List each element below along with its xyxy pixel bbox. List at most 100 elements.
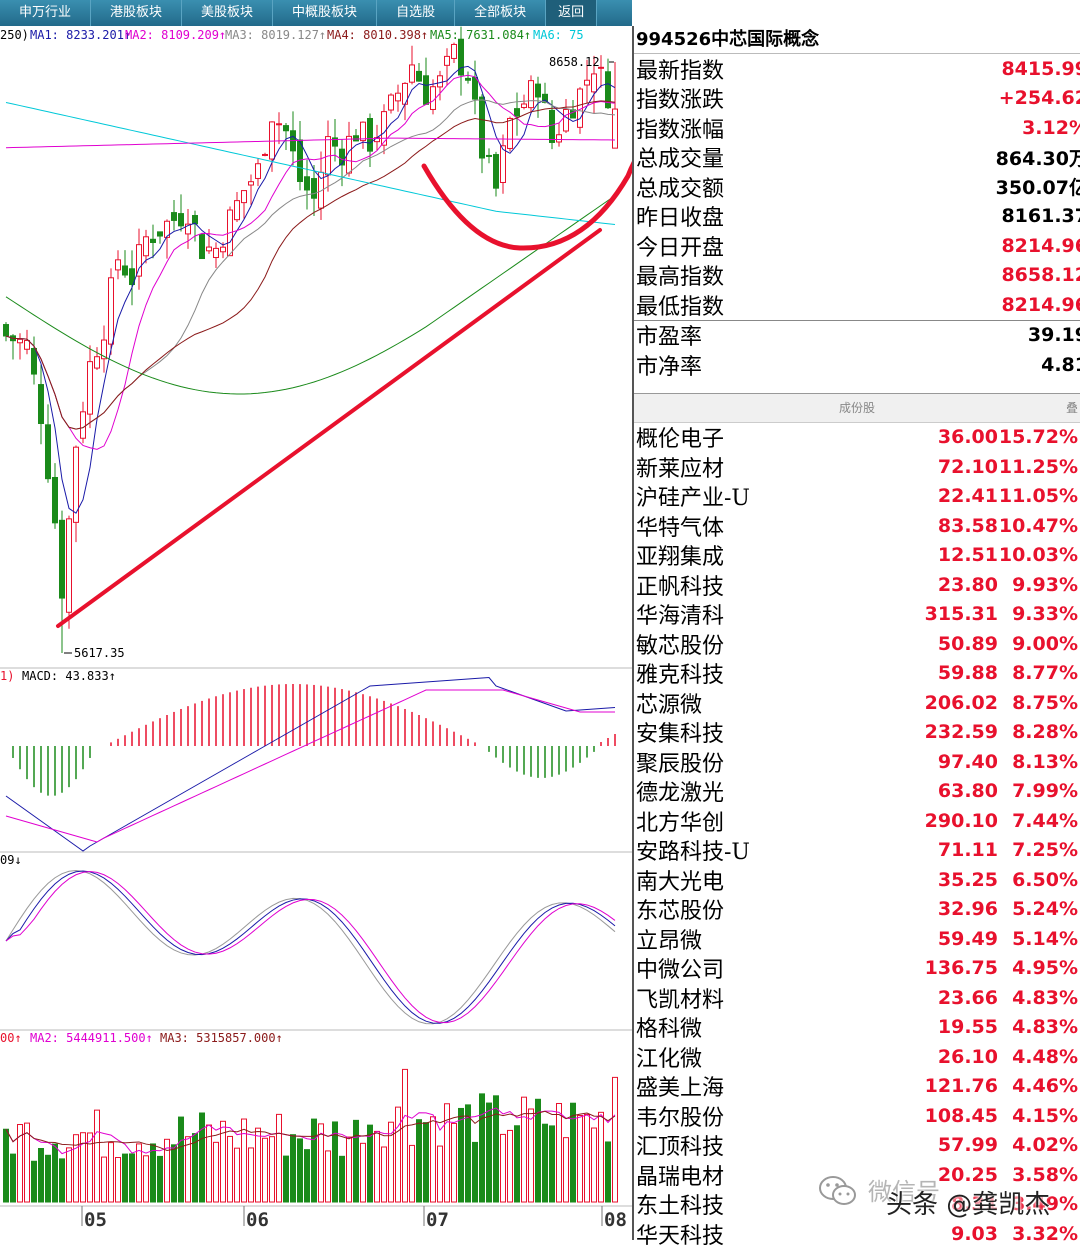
volume-bar (290, 1134, 296, 1203)
tab-2[interactable]: 美股板块 (182, 0, 274, 26)
volume-bar (556, 1103, 562, 1203)
candle-body (220, 246, 226, 253)
constituent-change-pct: 4.02% (1012, 1134, 1078, 1157)
volume-bar (402, 1068, 408, 1203)
candle-body (360, 121, 366, 142)
ma-legend-3: MA3: 8019.127↑ (225, 28, 326, 42)
volume-bar (220, 1120, 226, 1203)
constituent-name: 东芯股份 (636, 899, 725, 925)
constituent-price: 83.58 (937, 514, 998, 537)
stat-row-value: 8214.96 (1001, 293, 1080, 316)
candle-body (409, 64, 415, 83)
constituent-row[interactable]: 华海清科 315.31 9.33% (634, 600, 1080, 629)
constituent-name: 雅克科技 (636, 663, 725, 689)
constituent-row[interactable]: 飞凯材料 23.66 4.83% (634, 983, 1080, 1013)
constituent-name: 飞凯材料 (636, 987, 725, 1013)
constituent-row[interactable]: 晶瑞电材 20.25 3.58% (634, 1160, 1080, 1190)
volume-bar (143, 1155, 149, 1203)
constituent-row[interactable]: 聚辰股份 97.40 8.13% (634, 747, 1080, 777)
tab-5[interactable]: 全部板块 (455, 0, 547, 26)
constituent-row[interactable]: 东芯股份 32.96 5.24% (634, 895, 1080, 925)
volume-bar (430, 1116, 436, 1203)
candle-body (192, 215, 198, 225)
constituent-row[interactable]: 中微公司 136.75 4.95% (634, 954, 1080, 984)
constituent-row[interactable]: 概伦电子 36.00 15.72% (634, 423, 1080, 452)
candle-body (157, 231, 163, 237)
constituent-change-pct: 4.15% (1012, 1104, 1078, 1127)
main-period-prefix: 250) (0, 28, 29, 42)
constituents-header[interactable]: 成份股 叠 (634, 392, 1080, 423)
volume-bar (528, 1108, 534, 1203)
constituent-row[interactable]: 东土科技 8.31 3.49% (634, 1190, 1080, 1219)
candle-body (31, 347, 37, 375)
index-title: 994526中芯国际概念 (634, 26, 1080, 54)
candle-body (367, 117, 373, 152)
constituent-row[interactable]: 雅克科技 59.88 8.77% (634, 659, 1080, 689)
volume-bar (150, 1143, 156, 1203)
volume-bar (255, 1127, 261, 1203)
tab-3[interactable]: 中概股板块 (273, 0, 378, 26)
constituent-row[interactable]: 华天科技 9.03 3.32% (634, 1219, 1080, 1249)
candle-body (3, 324, 9, 337)
constituent-row[interactable]: 韦尔股份 108.45 4.15% (634, 1101, 1080, 1131)
constituent-price: 19.55 (937, 1016, 998, 1039)
volume-bar (479, 1093, 485, 1203)
volume-bar (577, 1114, 583, 1203)
constituent-row[interactable]: 立昂微 59.49 5.14% (634, 924, 1080, 954)
back-button[interactable]: 返回 (546, 0, 598, 26)
tab-1[interactable]: 港股板块 (91, 0, 183, 26)
constituent-row[interactable]: 北方华创 290.10 7.44% (634, 806, 1080, 836)
tab-4[interactable]: 自选股 (377, 0, 456, 26)
constituent-row[interactable]: 汇顶科技 57.99 4.02% (634, 1131, 1080, 1160)
volume-bar (24, 1122, 30, 1203)
stat-row-value: 8161.37 (1001, 205, 1080, 228)
stat-row-value: 8214.96 (1001, 234, 1080, 257)
volume-bar (486, 1102, 492, 1203)
volume-bar (598, 1111, 604, 1203)
constituent-row[interactable]: 敏芯股份 50.89 9.00% (634, 629, 1080, 659)
constituent-name: 中微公司 (636, 958, 725, 984)
constituent-row[interactable]: 亚翔集成 12.51 10.03% (634, 541, 1080, 570)
constituent-change-pct: 15.72% (998, 426, 1078, 449)
candle-body (612, 108, 618, 149)
volume-bar (444, 1103, 450, 1203)
candle-body (241, 190, 247, 204)
volume-bar (395, 1106, 401, 1203)
constituent-change-pct: 8.75% (1012, 691, 1078, 714)
constituent-row[interactable]: 安集科技 232.59 8.28% (634, 718, 1080, 747)
constituent-row[interactable]: 江化微 26.10 4.48% (634, 1042, 1080, 1072)
constituent-row[interactable]: 沪硅产业-U 22.41 11.05% (634, 482, 1080, 511)
candles-group (3, 26, 618, 653)
constituent-name: 盛美上海 (636, 1076, 725, 1102)
kline-chart-area[interactable]: 250) MA1: 8233.201↑ MA2: 8109.209↑ MA3: 801… (0, 26, 632, 1240)
stack-toggle-button[interactable]: 叠 (1065, 400, 1078, 415)
constituent-row[interactable]: 安路科技-U 71.11 7.25% (634, 836, 1080, 865)
volume-bar (318, 1123, 324, 1203)
constituent-change-pct: 10.47% (998, 514, 1078, 537)
constituent-row[interactable]: 新莱应材 72.10 11.25% (634, 452, 1080, 482)
valuation-row: 市净率 4.81 (634, 350, 1080, 380)
tab-0[interactable]: 申万行业 (0, 0, 92, 26)
constituent-price: 12.51 (937, 544, 998, 567)
kline-chart-svg[interactable]: 250) MA1: 8233.201↑MA2: 8109.209↑MA3: 801… (0, 26, 632, 1240)
index-stats: 最新指数 8415.99 指数涨跌 +254.62 指数涨幅 3.12% 总成交量 864.3… (634, 54, 1080, 320)
constituent-row[interactable]: 南大光电 35.25 6.50% (634, 865, 1080, 895)
ma-legend-1: MA1: 8233.201↑ (30, 28, 131, 42)
constituent-change-pct: 9.93% (1012, 573, 1078, 596)
constituent-row[interactable]: 格科微 19.55 4.83% (634, 1013, 1080, 1042)
constituent-row[interactable]: 德龙激光 63.80 7.99% (634, 777, 1080, 806)
volume-bar (171, 1144, 177, 1203)
constituent-row[interactable]: 华特气体 83.58 10.47% (634, 511, 1080, 541)
candle-body (542, 93, 548, 103)
candle-body (353, 135, 359, 142)
constituent-change-pct: 8.13% (1012, 750, 1078, 773)
candle-body (136, 244, 142, 277)
constituent-row[interactable]: 正帆科技 23.80 9.93% (634, 570, 1080, 600)
constituent-row[interactable]: 芯源微 206.02 8.75% (634, 688, 1080, 718)
ma-legend-4: MA4: 8010.398↑ (327, 28, 428, 42)
constituent-row[interactable]: 盛美上海 121.76 4.46% (634, 1072, 1080, 1102)
volume-bar (283, 1155, 289, 1203)
volume-bar (234, 1147, 240, 1203)
constituent-change-pct: 11.05% (998, 485, 1078, 508)
ma4-line (5, 100, 616, 430)
